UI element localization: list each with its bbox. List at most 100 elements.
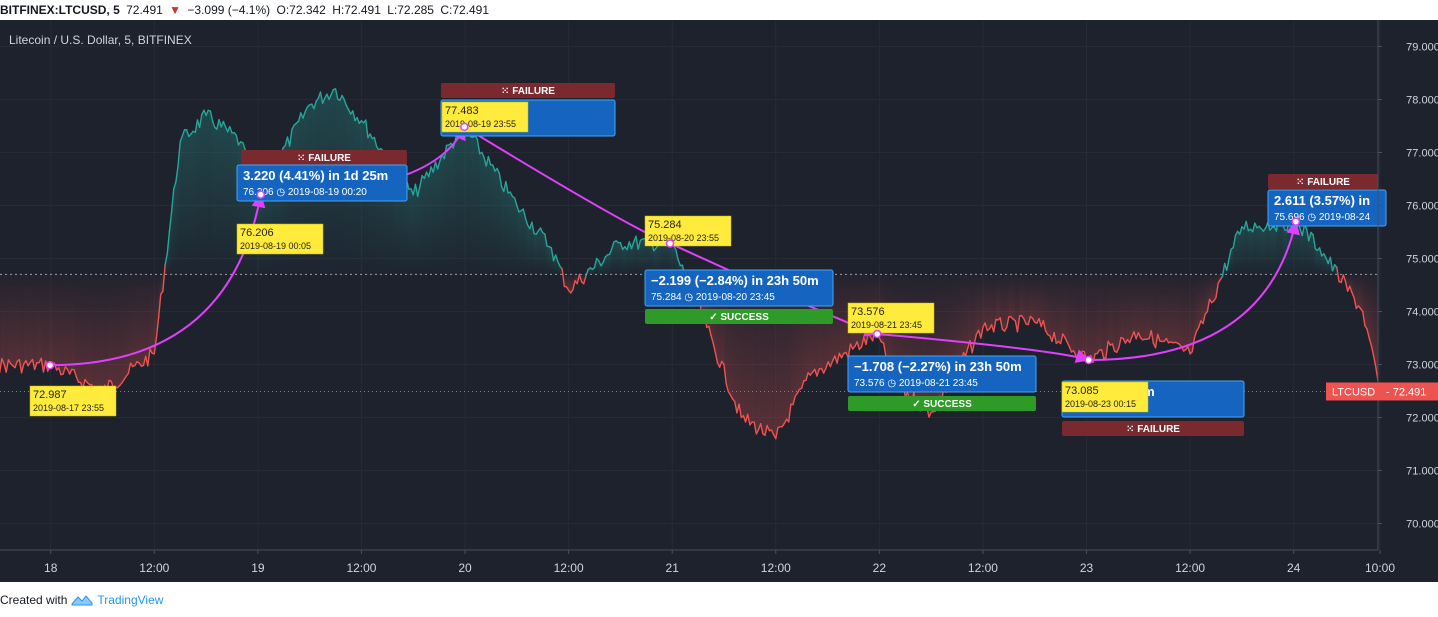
area-segment bbox=[1310, 232, 1314, 275]
area-segment bbox=[82, 274, 86, 389]
price-segment bbox=[1342, 274, 1347, 283]
price-label-box bbox=[441, 101, 529, 133]
price-axis[interactable]: 70.000 71.000 72.000 73.000 74.000 75.000 76.0… bbox=[1378, 42, 1438, 531]
result-label: ⁙ FAILURE bbox=[1126, 424, 1180, 435]
success-badge bbox=[848, 396, 1036, 411]
price-segment bbox=[33, 362, 38, 371]
area-segment bbox=[126, 274, 129, 377]
area-segment bbox=[605, 254, 608, 275]
price-segment bbox=[235, 134, 240, 146]
y-tick-label: 78.000 bbox=[1406, 95, 1438, 107]
area-segment bbox=[149, 274, 153, 354]
tradingview-logo-icon bbox=[71, 595, 93, 606]
price-segment bbox=[1027, 315, 1032, 326]
y-tick-label: 72.000 bbox=[1406, 413, 1438, 425]
price-segment bbox=[738, 403, 742, 419]
area-segment bbox=[1000, 274, 1003, 330]
area-segment bbox=[422, 175, 425, 275]
x-tick-label: 10:00 bbox=[1365, 561, 1395, 575]
area-segment bbox=[1105, 274, 1109, 358]
area-segment bbox=[453, 139, 456, 275]
area-segment bbox=[108, 274, 112, 382]
anchor-point bbox=[872, 329, 882, 339]
area-segment bbox=[989, 274, 992, 329]
area-segment bbox=[50, 274, 53, 366]
tradingview-link[interactable]: TradingView bbox=[97, 593, 164, 607]
area-segment bbox=[501, 186, 504, 275]
price-segment bbox=[25, 360, 29, 367]
symbol-name: BITFINEX:LTCUSD, 5 bbox=[0, 3, 120, 17]
area-segment bbox=[201, 110, 204, 275]
last-price-badge-bg bbox=[1326, 382, 1438, 401]
price-segment bbox=[759, 423, 764, 435]
price-segment bbox=[343, 98, 348, 107]
success-badge bbox=[645, 309, 833, 324]
price-segment bbox=[509, 191, 514, 198]
price-segment bbox=[718, 360, 723, 368]
price-segment bbox=[1215, 282, 1219, 299]
area-segment bbox=[41, 274, 44, 372]
down-arrow-icon: ▼ bbox=[169, 3, 182, 17]
area-segment bbox=[658, 243, 661, 275]
price-segment bbox=[1245, 220, 1250, 232]
area-segment bbox=[494, 168, 498, 275]
price-label-time: 2019-08-21 23:45 bbox=[851, 320, 922, 330]
price-label-time: 2019-08-23 00:15 bbox=[1065, 399, 1136, 409]
area-segment bbox=[417, 186, 420, 275]
price-segment bbox=[313, 100, 317, 110]
area-segment bbox=[518, 210, 522, 275]
price-segment bbox=[524, 217, 529, 226]
area-segment bbox=[411, 188, 414, 275]
price-segment bbox=[1133, 331, 1137, 340]
price-segment bbox=[1038, 317, 1042, 328]
area-segment bbox=[197, 119, 200, 275]
area-segment bbox=[1187, 274, 1191, 354]
chart-panel[interactable]: ⁙ FAILURE 3.220 (4.41%) in 1d 25m 76.206 ◷… bbox=[0, 20, 1438, 582]
area-segment bbox=[145, 274, 148, 366]
x-tick-label: 22 bbox=[873, 561, 887, 575]
area-segment bbox=[78, 274, 81, 383]
price-segment bbox=[476, 138, 481, 155]
price-segment bbox=[1064, 336, 1068, 343]
price-segment bbox=[513, 197, 518, 207]
area-segment bbox=[1375, 274, 1378, 380]
area-segment bbox=[1084, 274, 1087, 362]
area-segment bbox=[1129, 274, 1132, 343]
area-segment bbox=[1274, 226, 1277, 275]
price-segment bbox=[242, 141, 246, 151]
price-segment bbox=[708, 325, 712, 337]
area-segment bbox=[609, 248, 612, 275]
price-segment bbox=[297, 112, 302, 122]
area-segment bbox=[468, 131, 471, 275]
area-segment bbox=[1295, 220, 1298, 275]
area-segment bbox=[1228, 249, 1232, 275]
area-segment bbox=[499, 173, 502, 275]
price-segment bbox=[134, 361, 138, 367]
area-segment bbox=[547, 246, 550, 275]
area-segment bbox=[1155, 274, 1158, 348]
area-segment bbox=[450, 143, 454, 275]
area-segment bbox=[1172, 274, 1175, 343]
price-segment bbox=[554, 254, 559, 263]
price-segment bbox=[328, 93, 332, 101]
price-segment bbox=[211, 120, 216, 129]
area-segment bbox=[54, 274, 57, 371]
area-segment bbox=[527, 224, 530, 275]
area-segment bbox=[1043, 274, 1046, 331]
area-segment bbox=[36, 274, 40, 363]
price-segment bbox=[1195, 326, 1200, 332]
area-segment bbox=[481, 152, 485, 275]
area-segment bbox=[669, 243, 672, 275]
area-segment bbox=[671, 243, 674, 275]
price-segment bbox=[1187, 345, 1191, 355]
x-tick-label: 18 bbox=[44, 561, 58, 575]
area-segment bbox=[435, 162, 438, 275]
area-segment bbox=[959, 274, 962, 366]
area-segment bbox=[6, 274, 9, 373]
time-axis[interactable]: 18 12:00 19 12:00 20 12:00 21 12:00 22 12:00 23 12:… bbox=[44, 550, 1395, 575]
area-segment bbox=[834, 274, 838, 364]
price-segment bbox=[1318, 247, 1323, 257]
area-segment bbox=[675, 249, 679, 275]
price-segment bbox=[345, 104, 350, 111]
price-chart[interactable]: ⁙ FAILURE 3.220 (4.41%) in 1d 25m 76.206 ◷… bbox=[0, 20, 1438, 582]
